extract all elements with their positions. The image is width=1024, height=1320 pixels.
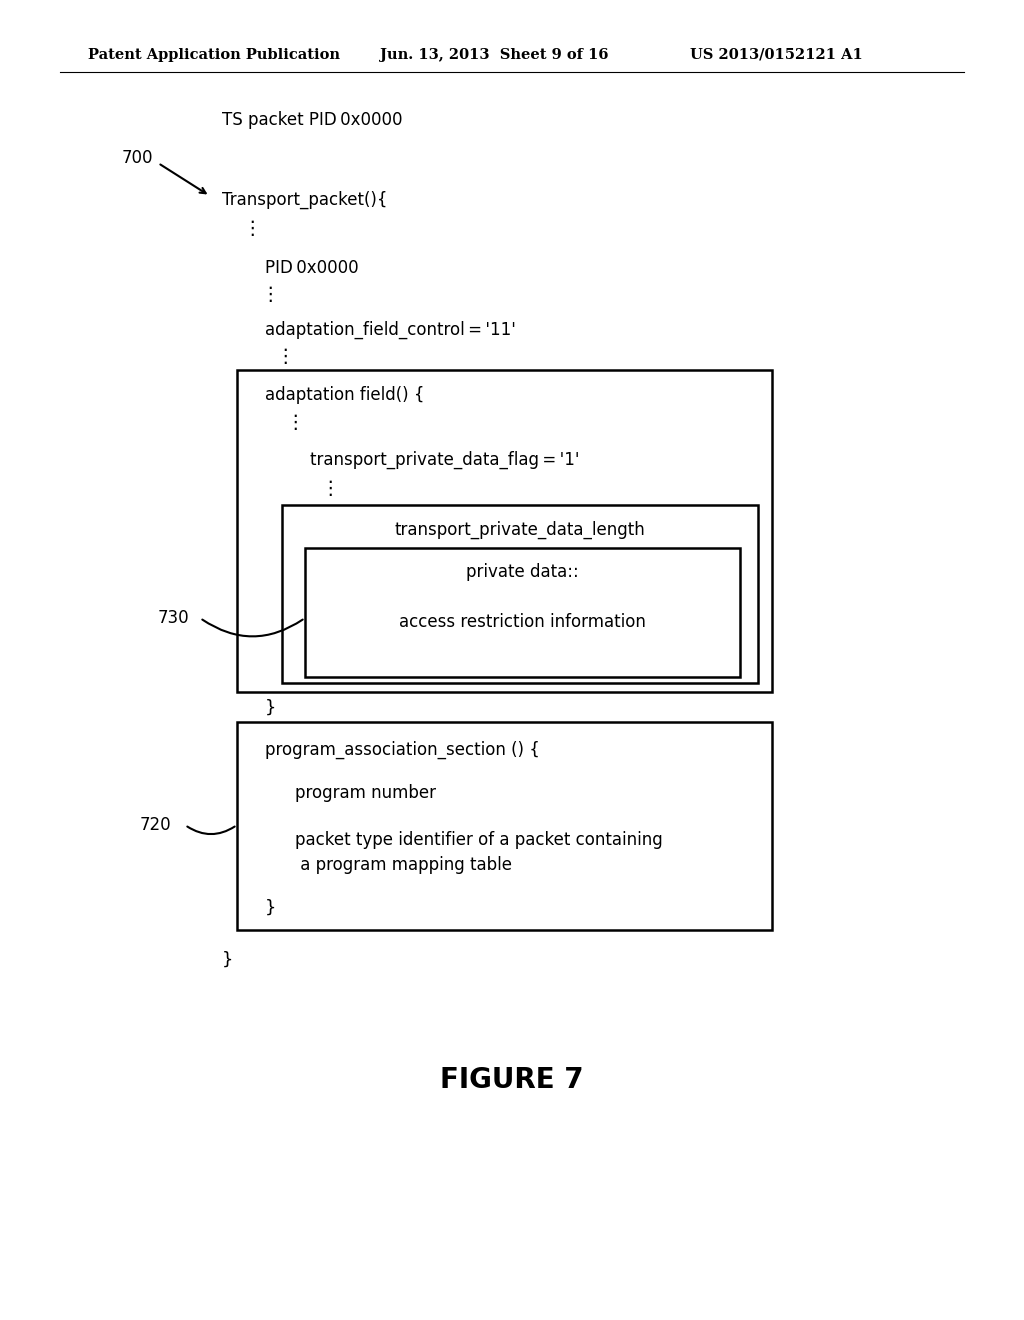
Text: packet type identifier of a packet containing: packet type identifier of a packet conta…	[295, 832, 663, 849]
Text: 730: 730	[158, 609, 189, 627]
Text: a program mapping table: a program mapping table	[295, 855, 512, 874]
Text: ⋮: ⋮	[275, 347, 295, 367]
Text: adaptation field() {: adaptation field() {	[265, 385, 425, 404]
Text: ⋮: ⋮	[260, 285, 280, 305]
Text: PID 0x0000: PID 0x0000	[265, 259, 358, 277]
Text: access restriction information: access restriction information	[399, 612, 646, 631]
Text: }: }	[265, 700, 276, 717]
Text: ⋮: ⋮	[243, 219, 262, 238]
Text: Patent Application Publication: Patent Application Publication	[88, 48, 340, 62]
Text: adaptation_field_control = '11': adaptation_field_control = '11'	[265, 321, 516, 339]
Text: transport_private_data_length: transport_private_data_length	[394, 521, 645, 539]
Text: ⋮: ⋮	[321, 479, 340, 498]
Text: program number: program number	[295, 784, 436, 803]
Bar	[237, 370, 772, 692]
Text: TS packet PID 0x0000: TS packet PID 0x0000	[222, 111, 402, 129]
Text: transport_private_data_flag = '1': transport_private_data_flag = '1'	[310, 451, 580, 469]
Bar	[282, 506, 758, 682]
Text: program_association_section () {: program_association_section () {	[265, 741, 540, 759]
Text: 700: 700	[122, 149, 154, 168]
Text: ⋮: ⋮	[286, 412, 305, 432]
Text: 720: 720	[140, 816, 172, 834]
Text: }: }	[222, 950, 233, 969]
Text: FIGURE 7: FIGURE 7	[440, 1067, 584, 1094]
Text: private data::: private data::	[466, 564, 579, 581]
Bar	[237, 722, 772, 931]
Text: US 2013/0152121 A1: US 2013/0152121 A1	[690, 48, 863, 62]
Text: Jun. 13, 2013  Sheet 9 of 16: Jun. 13, 2013 Sheet 9 of 16	[380, 48, 608, 62]
Text: Transport_packet(){: Transport_packet(){	[222, 191, 387, 209]
Text: }: }	[265, 899, 276, 917]
Bar	[305, 548, 740, 677]
